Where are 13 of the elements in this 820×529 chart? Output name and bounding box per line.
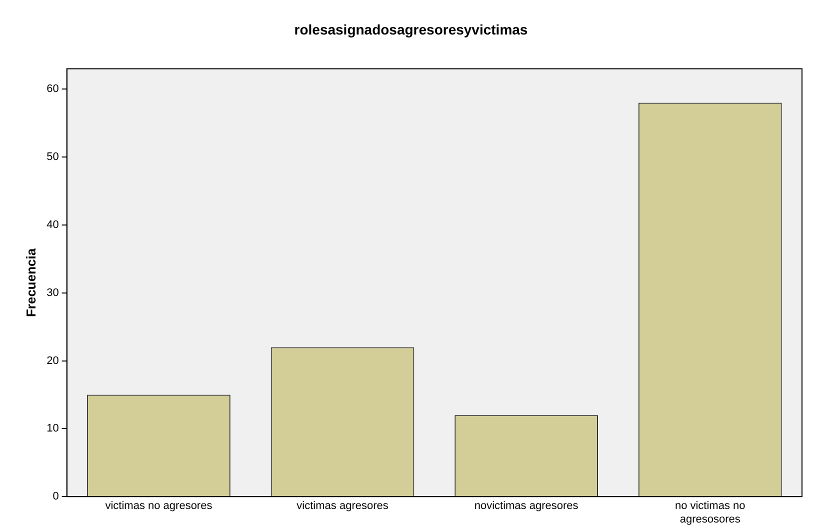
y-tick-label: 0 (52, 490, 59, 503)
x-tick-label: novictimas agresores (474, 500, 579, 512)
x-tick-label: victimas no agresores (105, 500, 213, 512)
y-tick-label: 10 (46, 422, 59, 435)
y-tick-label: 20 (46, 354, 59, 367)
x-tick-label: no victimas no agresosores (674, 500, 746, 526)
y-tick-label: 40 (46, 219, 59, 232)
x-tick-label: victimas agresores (296, 500, 389, 512)
y-tick-label: 50 (46, 151, 59, 164)
y-tick-label: 30 (46, 286, 59, 299)
y-tick-label: 60 (46, 83, 59, 96)
y-axis-title: Frecuencia (23, 248, 38, 318)
chart-title: rolesasignadosagresoresyvictimas (294, 21, 528, 38)
